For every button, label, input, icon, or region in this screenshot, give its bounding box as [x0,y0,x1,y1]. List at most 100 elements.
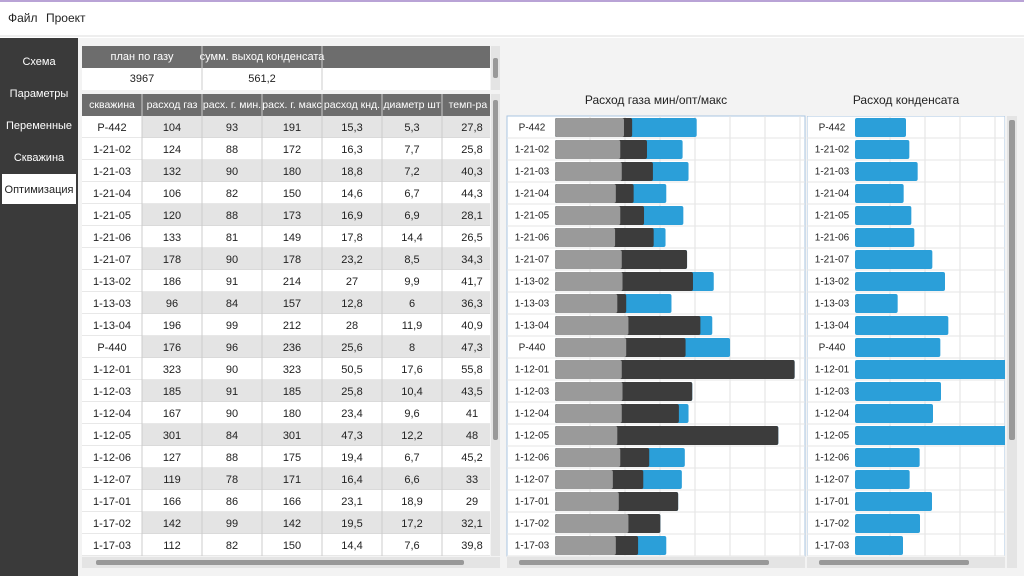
table-cell: 186 [163,276,181,288]
name-cell [82,380,142,402]
table-cell: 127 [163,452,181,464]
bar-label: 1-12-07 [815,475,850,486]
table-row [82,336,490,358]
table-cell: 112 [163,540,181,552]
table-cell: 1-13-03 [93,298,131,310]
bar-min [555,250,622,269]
name-cell [82,512,142,534]
table-cell: 11,9 [402,320,423,332]
table-row [82,270,490,292]
table-cell: 90 [226,166,238,178]
table-cell: 14,6 [341,188,362,200]
column-header: расход кнд. [324,99,380,111]
table-cell: 1-12-06 [93,452,131,464]
table-cell: 39,8 [461,540,482,552]
table-cell: 40,9 [461,320,482,332]
table-cell: 32,1 [461,518,482,530]
column-header: темп-ра у [449,99,497,111]
bar-label: Р-442 [819,123,846,134]
table-cell: 90 [226,364,238,376]
name-cell [82,314,142,336]
table-cell: 8 [409,342,415,354]
bar-min [555,404,622,423]
table-cell: 90 [226,254,238,266]
name-cell [82,446,142,468]
bar-min [555,316,629,335]
bar-label: 1-21-03 [815,167,850,178]
table-row [82,468,490,490]
table-cell: 1-17-02 [93,518,131,530]
sidebar-item[interactable]: Скважина [14,152,65,164]
menu-item[interactable]: Проект [46,11,86,25]
table-cell: 14,4 [401,232,422,244]
chart: Р-442 1-21-02 1-21-03 1-21-04 1-21-05 1-21-06… [506,115,806,557]
table-cell: 19,4 [341,452,362,464]
bar-label: 1-17-03 [815,541,850,552]
bar-min [555,294,618,313]
name-cell [82,204,142,226]
bar-min [555,448,621,467]
table-cell: 33 [466,474,478,486]
bar-label: 1-17-02 [815,519,850,530]
menu-item[interactable]: Файл [8,11,38,25]
bar-min [555,140,621,159]
table-row [82,512,490,534]
table-cell: 7,7 [404,144,419,156]
sidebar-item[interactable]: Переменные [6,120,72,132]
table-cell: 16,4 [341,474,362,486]
bar-label: 1-21-03 [515,167,550,178]
sidebar-item[interactable]: Оптимизация [5,184,74,196]
table-cell: 29 [466,496,478,508]
name-cell [82,292,142,314]
table-cell: 27,8 [461,122,482,134]
bar-min [555,492,619,511]
table-cell: 157 [283,298,301,310]
table-cell: 17,8 [341,232,362,244]
sidebar-active [2,174,76,204]
bar-label: 1-12-06 [815,453,850,464]
table-cell: 88 [226,452,238,464]
bar-condensate [855,360,1005,379]
bar-min [555,514,629,533]
table-cell: 196 [163,320,181,332]
table-cell: 323 [163,364,181,376]
bar-condensate [855,272,945,291]
bar-condensate [855,118,906,137]
table-cell: 17,2 [401,518,422,530]
table-header [82,94,490,116]
bar-label: Р-440 [519,343,546,354]
bar-min [555,470,613,489]
table-row [82,490,490,512]
table-cell: 175 [283,452,301,464]
table-cell: 171 [283,474,301,486]
bar-label: 1-21-06 [815,233,850,244]
bar-label: 1-13-03 [515,299,550,310]
sidebar-item[interactable]: Параметры [10,88,69,100]
table-cell: 48 [466,430,478,442]
summary-value: 3967 [130,73,154,85]
table-row [82,116,490,138]
table-cell: 6 [409,298,415,310]
table-cell: 1-12-04 [93,408,131,420]
name-cell [82,182,142,204]
bar-condensate [855,338,941,357]
table-cell: 84 [226,430,238,442]
table-cell: 1-13-04 [93,320,131,332]
table-cell: 166 [283,496,301,508]
table-row [82,380,490,402]
sidebar-item[interactable]: Схема [22,56,56,68]
chart: Р-442 1-21-02 1-21-03 1-21-04 1-21-05 1-21-06… [807,116,1005,556]
table-cell: 132 [163,166,181,178]
table-cell: 133 [163,232,181,244]
table-cell: 17,6 [401,364,422,376]
bar-condensate [855,250,933,269]
table-cell: 25,8 [341,386,362,398]
table-cell: 214 [283,276,301,288]
table-cell: 1-21-02 [93,144,131,156]
bar-label: 1-12-04 [515,409,550,420]
bar-condensate [855,382,941,401]
table-cell: Р-442 [97,122,126,134]
table-cell: 236 [283,342,301,354]
table-cell: 90 [226,408,238,420]
table-cell: 18,8 [341,166,362,178]
